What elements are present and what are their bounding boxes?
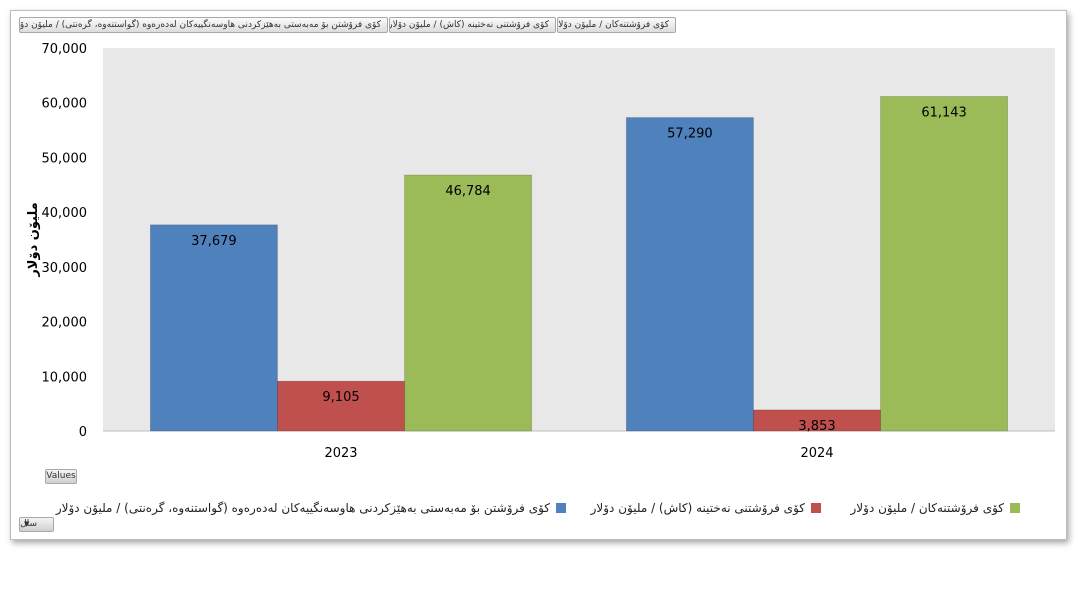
legend-swatch-red — [811, 503, 821, 513]
data-label: 57,290 — [667, 127, 713, 142]
bar-2-1 — [880, 96, 1008, 432]
dropdown-arrow-icon: ▼ — [24, 520, 30, 528]
data-label: 9,105 — [322, 390, 359, 405]
bar-1-0 — [277, 380, 405, 432]
filter-button-external-balance-sales[interactable]: کۆی فرۆشتن بۆ مەبەستی بەهێزکردنی هاوسەنگ… — [19, 17, 388, 33]
bar-2-0 — [404, 174, 532, 432]
bar-chart: 0 10,000 20,000 30,000 40,000 50,000 60,000 70,… — [26, 42, 1055, 461]
legend-label: کۆی فرۆشتن بۆ مەبەستی بەهێزکردنی هاوسەنگ… — [55, 501, 550, 515]
x-tick-label: 2023 — [324, 446, 357, 461]
legend-label: کۆی فرۆشتنەکان / ملیۆن دۆلار — [850, 501, 1004, 515]
data-label: 3,853 — [798, 419, 835, 434]
axis-field-label: سال — [20, 519, 37, 529]
filter-button-total-sales[interactable]: کۆی فرۆشتنەکان / ملیۆن دۆلار — [557, 17, 676, 33]
y-tick-label: 10,000 — [42, 370, 88, 385]
legend-swatch-green — [1010, 503, 1020, 513]
bar-0-0 — [150, 224, 278, 432]
bar-1-1 — [753, 409, 881, 432]
values-field-button[interactable]: Values — [45, 469, 77, 484]
pivot-chart-frame: کۆی فرۆشتنەکان / ملیۆن دۆلار کۆی فرۆشتنی… — [10, 10, 1067, 540]
x-tick-label: 2024 — [800, 446, 833, 461]
y-tick-label: 50,000 — [42, 151, 88, 166]
data-label: 37,679 — [191, 234, 237, 249]
data-label: 61,143 — [921, 105, 967, 120]
bar-0-1 — [626, 117, 754, 432]
legend-label: کۆی فرۆشتنی نەختینە (کاش) / ملیۆن دۆلار — [590, 501, 805, 515]
legend-item-external-balance-sales: کۆی فرۆشتن بۆ مەبەستی بەهێزکردنی هاوسەنگ… — [56, 499, 566, 517]
y-tick-label: 60,000 — [42, 97, 88, 112]
legend-item-total-sales: کۆی فرۆشتنەکان / ملیۆن دۆلار — [851, 499, 1020, 517]
data-label: 46,784 — [445, 184, 491, 199]
y-axis-label: ملیۆن دۆلار — [26, 202, 41, 277]
axis-field-button[interactable]: سال ▼ — [19, 517, 54, 532]
y-tick-label: 30,000 — [42, 261, 88, 276]
filter-button-cash-sales[interactable]: کۆی فرۆشتنی نەختینە (کاش) / ملیۆن دۆلار — [389, 17, 556, 33]
y-tick-label: 40,000 — [42, 206, 88, 221]
legend-swatch-blue — [556, 503, 566, 513]
legend-item-cash-sales: کۆی فرۆشتنی نەختینە (کاش) / ملیۆن دۆلار — [591, 499, 821, 517]
y-tick-label: 20,000 — [42, 316, 88, 331]
y-tick-label: 0 — [79, 425, 87, 440]
y-tick-label: 70,000 — [42, 42, 88, 57]
